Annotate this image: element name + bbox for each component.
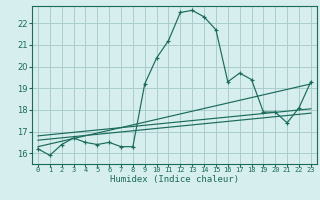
X-axis label: Humidex (Indice chaleur): Humidex (Indice chaleur) (110, 175, 239, 184)
